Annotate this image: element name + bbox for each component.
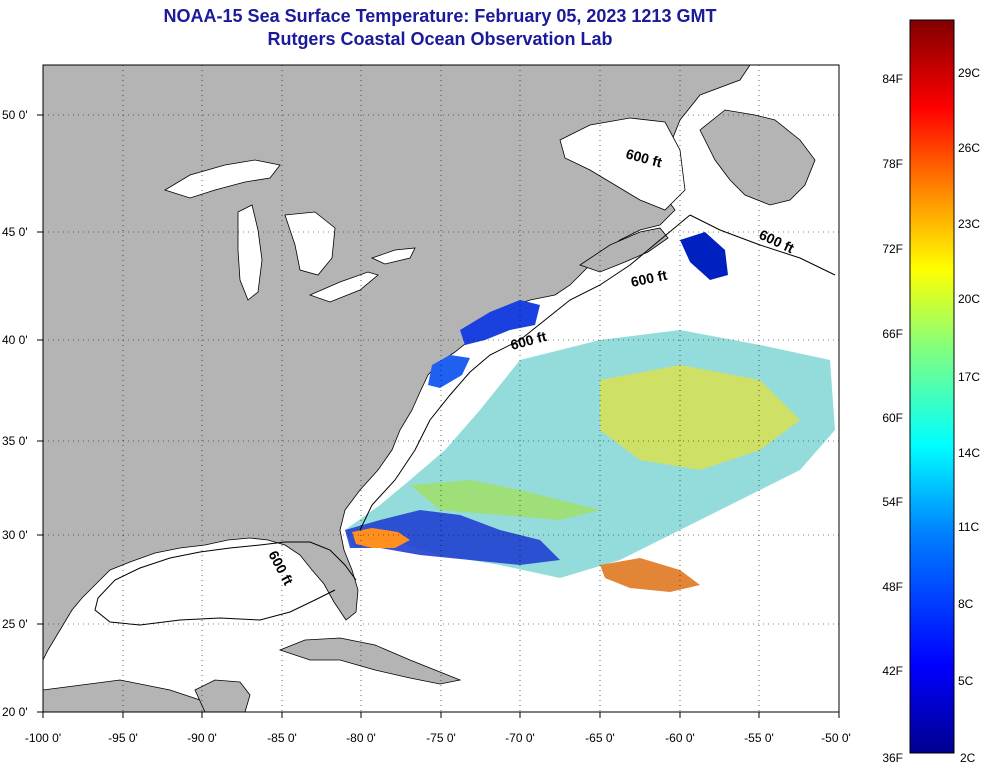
lake-michigan xyxy=(237,204,263,301)
colorbar-c-label: 2C xyxy=(960,751,976,765)
sst-gulf-maine xyxy=(460,300,540,345)
lon-label: -90 0' xyxy=(187,731,217,745)
sst-gulfstream xyxy=(345,510,560,565)
colorbar-f-label: 72F xyxy=(882,242,903,256)
sst-chesapeake xyxy=(428,355,470,388)
colorbar-c-label: 11C xyxy=(958,520,979,534)
sst-warm-core xyxy=(600,365,800,470)
longitude-labels: -100 0' -95 0' -90 0' -85 0' -80 0' -75 … xyxy=(25,731,851,745)
lake-erie xyxy=(308,271,379,303)
colorbar-c-label: 20C xyxy=(958,292,980,306)
lon-label: -95 0' xyxy=(108,731,138,745)
lon-label: -50 0' xyxy=(821,731,851,745)
colorbar-f-labels: 84F 78F 72F 66F 60F 54F 48F 42F 36F xyxy=(882,72,903,765)
colorbar-f-label: 36F xyxy=(882,751,903,765)
sst-grand-banks xyxy=(680,232,728,280)
lat-label: 25 0' xyxy=(2,617,28,631)
sst-green-band xyxy=(410,480,600,520)
colorbar-f-label: 54F xyxy=(882,495,903,509)
colorbar-c-label: 5C xyxy=(958,674,974,688)
colorbar-f-label: 42F xyxy=(882,664,903,678)
colorbar-f-label: 66F xyxy=(882,327,903,341)
sst-data xyxy=(345,232,835,592)
sst-florida-warm xyxy=(352,528,410,548)
newfoundland-land xyxy=(699,109,816,206)
lon-label: -60 0' xyxy=(665,731,695,745)
colorbar-c-label: 26C xyxy=(958,141,980,155)
lat-label: 35 0' xyxy=(2,434,28,448)
lon-label: -75 0' xyxy=(426,731,456,745)
colorbar xyxy=(909,19,955,754)
isobath-line-shelf xyxy=(359,214,691,531)
lat-label: 30 0' xyxy=(2,528,28,542)
colorbar-f-label: 78F xyxy=(882,157,903,171)
lon-label: -65 0' xyxy=(585,731,615,745)
colorbar-c-label: 14C xyxy=(958,446,980,460)
colorbar-c-label: 8C xyxy=(958,597,974,611)
map-subtitle: Rutgers Coastal Ocean Observation Lab xyxy=(267,29,613,49)
cuba-land xyxy=(278,637,462,685)
colorbar-c-label: 23C xyxy=(958,217,980,231)
isobath-label-3: 600 ft xyxy=(629,267,668,290)
lat-label: 40 0' xyxy=(2,333,28,347)
lat-label: 20 0' xyxy=(2,705,28,719)
colorbar-c-labels: 29C 26C 23C 20C 17C 14C 11C 8C 5C 2C xyxy=(958,66,980,765)
isobath-line-gulf xyxy=(94,541,357,626)
lon-label: -55 0' xyxy=(744,731,774,745)
axis-ticks xyxy=(37,114,840,718)
sst-southeast-warm xyxy=(600,558,700,592)
lon-label: -80 0' xyxy=(346,731,376,745)
colorbar-f-label: 60F xyxy=(882,411,903,425)
lake-superior xyxy=(164,159,281,199)
lon-label: -85 0' xyxy=(267,731,297,745)
lake-huron xyxy=(284,211,336,276)
gulf-st-lawrence xyxy=(559,117,686,211)
lat-label: 50 0' xyxy=(2,108,28,122)
nova-scotia-land xyxy=(579,227,669,273)
lon-label: -70 0' xyxy=(505,731,535,745)
isobath-600ft xyxy=(94,214,836,626)
lon-label: -100 0' xyxy=(25,731,61,745)
latitude-labels: 50 0' 45 0' 40 0' 35 0' 30 0' 25 0' 20 0… xyxy=(2,108,28,719)
isobath-line-north xyxy=(689,214,836,276)
lat-label: 45 0' xyxy=(2,225,28,239)
yucatan-peninsula xyxy=(194,679,251,712)
lake-ontario xyxy=(370,247,416,265)
map-title: NOAA-15 Sea Surface Temperature: Februar… xyxy=(163,6,717,26)
colorbar-f-label: 84F xyxy=(882,72,903,86)
colorbar-f-label: 48F xyxy=(882,580,903,594)
colorbar-c-label: 29C xyxy=(958,66,980,80)
colorbar-c-label: 17C xyxy=(958,370,980,384)
